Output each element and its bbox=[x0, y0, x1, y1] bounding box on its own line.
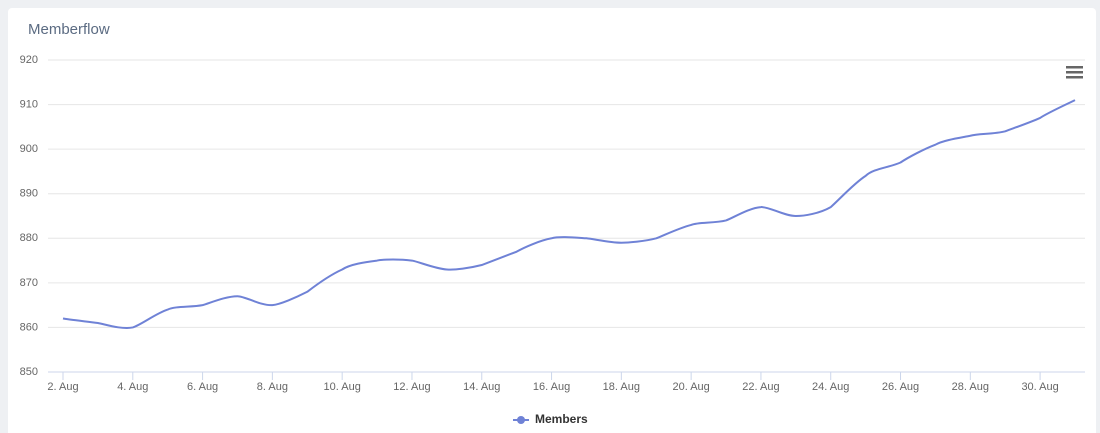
x-tick-label: 28. Aug bbox=[952, 381, 989, 393]
legend-marker bbox=[517, 416, 525, 424]
x-tick-label: 8. Aug bbox=[257, 381, 288, 393]
x-tick-label: 10. Aug bbox=[324, 381, 361, 393]
x-tick-label: 4. Aug bbox=[117, 381, 148, 393]
y-tick-label: 860 bbox=[20, 321, 38, 333]
x-tick-label: 24. Aug bbox=[812, 381, 849, 393]
x-tick-label: 30. Aug bbox=[1021, 381, 1058, 393]
y-tick-label: 920 bbox=[20, 54, 38, 66]
chart-title: Memberflow bbox=[28, 21, 110, 38]
y-tick-label: 910 bbox=[20, 98, 38, 110]
x-tick-label: 18. Aug bbox=[603, 381, 640, 393]
menu-bar bbox=[1066, 71, 1083, 74]
x-tick-label: 2. Aug bbox=[47, 381, 78, 393]
y-tick-label: 900 bbox=[20, 143, 38, 155]
x-tick-label: 16. Aug bbox=[533, 381, 570, 393]
card bbox=[8, 8, 1096, 433]
menu-bar bbox=[1066, 76, 1083, 79]
legend-label: Members bbox=[535, 412, 588, 426]
x-tick-label: 26. Aug bbox=[882, 381, 919, 393]
y-tick-label: 890 bbox=[20, 188, 38, 200]
y-tick-label: 870 bbox=[20, 277, 38, 289]
y-tick-label: 850 bbox=[20, 366, 38, 378]
x-tick-label: 6. Aug bbox=[187, 381, 218, 393]
x-tick-label: 12. Aug bbox=[393, 381, 430, 393]
menu-button[interactable] bbox=[1066, 66, 1083, 79]
series-line bbox=[62, 99, 1076, 329]
x-tick-label: 22. Aug bbox=[742, 381, 779, 393]
menu-bar bbox=[1066, 66, 1083, 69]
y-tick-label: 880 bbox=[20, 232, 38, 244]
x-tick-label: 14. Aug bbox=[463, 381, 500, 393]
x-tick-label: 20. Aug bbox=[672, 381, 709, 393]
